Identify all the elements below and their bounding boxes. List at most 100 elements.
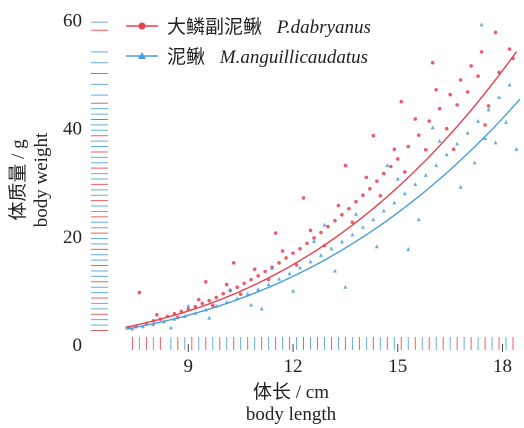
point-dabryanus — [312, 236, 316, 240]
point-dabryanus — [378, 193, 383, 198]
point-anguillicaudatus — [186, 303, 191, 308]
point-dabryanus — [277, 261, 281, 265]
point-anguillicaudatus — [312, 239, 316, 243]
point-anguillicaudatus — [497, 95, 502, 99]
legend: 大鳞副泥鳅 P.dabryanus 泥鳅 M.anguillicaudatus — [126, 16, 371, 68]
point-anguillicaudatus — [434, 163, 439, 168]
point-anguillicaudatus — [395, 176, 400, 181]
point-dabryanus — [294, 263, 299, 267]
point-anguillicaudatus — [504, 119, 509, 124]
point-anguillicaudatus — [402, 191, 407, 196]
point-dabryanus — [371, 133, 376, 138]
point-dabryanus — [395, 157, 400, 161]
point-anguillicaudatus — [322, 222, 327, 227]
point-dabryanus — [427, 119, 432, 123]
point-dabryanus — [486, 104, 491, 108]
x-axis-label-cn: 体长 / cm — [253, 381, 329, 403]
fit-curves — [125, 51, 521, 330]
point-dabryanus — [413, 117, 418, 121]
x-tick-label: 12 — [284, 356, 303, 377]
point-anguillicaudatus — [444, 152, 449, 157]
point-dabryanus — [469, 64, 473, 68]
legend-sci-anguillicaudatus: M.anguillicaudatus — [219, 47, 368, 68]
legend-marker-dabryanus — [138, 22, 146, 30]
point-anguillicaudatus — [270, 266, 275, 270]
point-anguillicaudatus — [437, 138, 442, 143]
point-dabryanus — [155, 312, 159, 317]
point-dabryanus — [308, 228, 313, 233]
point-dabryanus — [193, 304, 198, 309]
legend-cn-anguillicaudatus: 泥鳅 — [167, 46, 205, 68]
point-dabryanus — [301, 196, 306, 200]
point-dabryanus — [361, 193, 365, 198]
point-dabryanus — [448, 92, 452, 97]
point-dabryanus — [231, 261, 236, 265]
legend-entry-dabryanus: 大鳞副泥鳅 P.dabryanus — [126, 16, 371, 38]
point-dabryanus — [336, 203, 341, 208]
point-anguillicaudatus — [256, 287, 261, 291]
point-anguillicaudatus — [266, 282, 271, 287]
point-dabryanus — [319, 230, 323, 235]
point-anguillicaudatus — [472, 160, 477, 165]
x-axis-label-en: body length — [246, 404, 337, 425]
point-dabryanus — [224, 282, 229, 287]
point-dabryanus — [451, 147, 456, 152]
point-dabryanus — [434, 87, 439, 92]
point-anguillicaudatus — [413, 182, 418, 187]
point-anguillicaudatus — [249, 302, 254, 307]
point-dabryanus — [343, 163, 348, 168]
point-dabryanus — [368, 186, 372, 191]
point-anguillicaudatus — [245, 291, 250, 296]
point-anguillicaudatus — [458, 184, 463, 189]
point-anguillicaudatus — [483, 136, 488, 141]
x-rug-plot — [131, 337, 514, 350]
y-axis-label-cn: 体质量 / g — [7, 139, 29, 221]
point-dabryanus — [430, 60, 435, 65]
point-anguillicaudatus — [298, 265, 303, 270]
point-anguillicaudatus — [371, 217, 376, 222]
y-tick-label: 40 — [63, 119, 82, 140]
point-dabryanus — [507, 47, 512, 51]
fit-curve-anguillicaudatus — [125, 98, 521, 330]
legend-sci-dabryanus: P.dabryanus — [276, 17, 371, 38]
point-anguillicaudatus — [423, 173, 428, 177]
point-anguillicaudatus — [329, 246, 334, 251]
point-anguillicaudatus — [291, 288, 296, 293]
point-dabryanus — [354, 199, 358, 204]
point-dabryanus — [235, 285, 239, 289]
point-anguillicaudatus — [360, 224, 365, 229]
point-dabryanus — [340, 212, 344, 217]
point-dabryanus — [203, 279, 208, 284]
point-anguillicaudatus — [374, 244, 379, 249]
point-dabryanus — [347, 206, 351, 211]
point-dabryanus — [252, 267, 257, 272]
point-dabryanus — [444, 126, 449, 131]
point-dabryanus — [137, 290, 142, 295]
point-dabryanus — [437, 106, 442, 111]
point-anguillicaudatus — [479, 22, 484, 27]
point-anguillicaudatus — [476, 118, 481, 123]
point-anguillicaudatus — [385, 163, 390, 168]
point-dabryanus — [333, 218, 337, 223]
point-dabryanus — [249, 277, 253, 282]
point-anguillicaudatus — [486, 107, 491, 112]
point-anguillicaudatus — [332, 268, 337, 273]
point-anguillicaudatus — [455, 141, 460, 146]
point-dabryanus — [389, 164, 393, 169]
point-anguillicaudatus — [406, 247, 411, 251]
point-dabryanus — [382, 171, 386, 176]
legend-label-dabryanus: 大鳞副泥鳅 P.dabryanus — [167, 16, 371, 38]
point-anguillicaudatus — [343, 284, 348, 289]
x-tick-label: 18 — [493, 356, 512, 377]
point-dabryanus — [263, 269, 267, 274]
point-dabryanus — [476, 74, 480, 79]
point-anguillicaudatus — [228, 287, 233, 292]
point-anguillicaudatus — [287, 271, 292, 276]
point-dabryanus — [256, 274, 260, 278]
x-tick-label: 15 — [388, 356, 407, 377]
point-dabryanus — [458, 78, 463, 82]
point-dabryanus — [273, 231, 278, 235]
y-tick-label: 60 — [63, 10, 82, 31]
point-dabryanus — [392, 147, 397, 152]
point-dabryanus — [423, 147, 428, 152]
